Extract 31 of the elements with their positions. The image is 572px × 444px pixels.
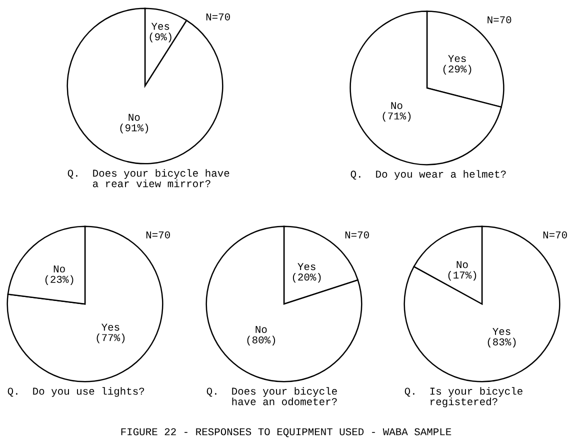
- slice-label: No: [256, 326, 267, 333]
- data-label: (9%): [150, 32, 172, 42]
- slice-label: No: [128, 114, 140, 121]
- slice-label: No: [391, 102, 402, 110]
- slice-label: No: [54, 265, 65, 272]
- data-label: (91%): [120, 124, 148, 134]
- slice-label: Yes: [448, 55, 466, 62]
- text: N=70: [206, 13, 230, 20]
- caption: FIGURE 22 - RESPONSES TO EQUIPMENT USED - WABA SAMPLE: [121, 428, 452, 438]
- text: N=70: [146, 231, 170, 238]
- slice-label: Yes: [101, 324, 120, 331]
- data-label: (80%): [247, 336, 276, 346]
- text: N=70: [345, 231, 369, 238]
- text: Q. Does your bicycle have an odometer?: [206, 387, 337, 406]
- data-label: (77%): [96, 334, 125, 344]
- data-label: (20%): [292, 272, 321, 283]
- data-label: (17%): [448, 270, 476, 281]
- slice-label: No: [456, 261, 468, 268]
- text: Q. Is your bicycle registered?: [404, 387, 522, 408]
- slice-label: Yes: [298, 263, 316, 270]
- data-label: (83%): [488, 338, 516, 348]
- data-label: (23%): [45, 275, 74, 285]
- text: Q. Do you wear a helmet?: [350, 170, 506, 180]
- text: Q. Do you use lights?: [8, 387, 144, 397]
- slice-label: Yes: [492, 328, 510, 335]
- data-label: (29%): [443, 64, 472, 75]
- text: N=70: [543, 231, 567, 238]
- data-label: (71%): [382, 112, 411, 122]
- text: N=70: [488, 16, 512, 24]
- text: Q. Does your bicycle have a rear view mirror?: [68, 169, 230, 188]
- slice-label: Yes: [151, 22, 170, 30]
